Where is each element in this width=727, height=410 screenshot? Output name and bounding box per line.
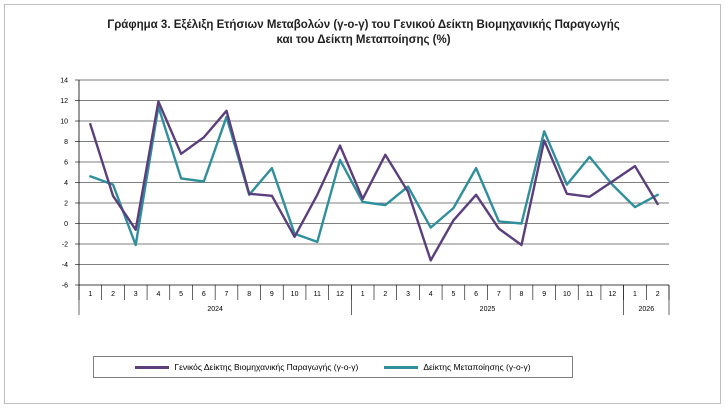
y-tick-label: 14 (60, 78, 68, 85)
y-tick-label: 4 (64, 180, 68, 187)
x-tick-label: 5 (179, 291, 183, 298)
series-line-0 (89, 100, 659, 262)
chart-title-line1: Γράφημα 3. Εξέλιξη Ετήσιων Μεταβολών (γ-… (107, 19, 620, 31)
x-tick-label: 2 (383, 291, 387, 298)
y-tick-label: 6 (64, 160, 68, 167)
year-label: 2024 (207, 306, 223, 313)
x-tick-label: 8 (247, 291, 251, 298)
series-line-1 (89, 105, 659, 247)
legend-label-manufacturing-index: Δείκτης Μεταποίησης (γ-ο-γ) (423, 362, 531, 372)
x-tick-label: 12 (608, 291, 616, 298)
y-tick-label: 12 (60, 98, 68, 105)
chart-title: Γράφημα 3. Εξέλιξη Ετήσιων Μεταβολών (γ-… (0, 18, 727, 48)
chart-title-line2: και του Δείκτη Μεταποίησης (%) (276, 34, 451, 46)
y-tick-label: -4 (62, 262, 68, 269)
year-label: 2026 (639, 306, 655, 313)
y-tick-label: 2 (64, 201, 68, 208)
x-tick-label: 8 (520, 291, 524, 298)
y-tick-label: 10 (60, 119, 68, 126)
x-tick-label: 4 (156, 291, 160, 298)
year-label: 2025 (480, 306, 496, 313)
x-tick-label: 4 (429, 291, 433, 298)
x-tick-label: 3 (134, 291, 138, 298)
x-tick-label: 1 (361, 291, 365, 298)
x-tick-label: 11 (586, 291, 593, 298)
legend-item-general-index: Γενικός Δείκτης Βιομηχανικής Παραγωγής (… (135, 362, 358, 372)
x-tick-label: 6 (474, 291, 478, 298)
y-tick-label: 0 (64, 221, 68, 228)
x-tick-label: 1 (88, 291, 92, 298)
x-tick-label: 12 (336, 291, 344, 298)
x-tick-label: 9 (542, 291, 546, 298)
legend-swatch-manufacturing-index (384, 365, 419, 369)
x-tick-label: 2 (656, 291, 660, 298)
x-tick-label: 2 (111, 291, 115, 298)
x-tick-label: 7 (225, 291, 229, 298)
legend-label-general-index: Γενικός Δείκτης Βιομηχανικής Παραγωγής (… (174, 362, 359, 372)
y-tick-label: -6 (62, 283, 68, 290)
x-tick-label: 1 (633, 291, 637, 298)
x-tick-label: 7 (497, 291, 501, 298)
y-tick-label: -2 (62, 242, 68, 249)
x-tick-label: 10 (563, 291, 571, 298)
y-tick-label: 8 (64, 139, 68, 146)
chart-frame (4, 4, 721, 404)
legend-swatch-general-index (135, 365, 170, 369)
x-tick-label: 9 (270, 291, 274, 298)
x-tick-label: 5 (451, 291, 455, 298)
chart-legend: Γενικός Δείκτης Βιομηχανικής Παραγωγής (… (93, 356, 573, 378)
legend-item-manufacturing-index: Δείκτης Μεταποίησης (γ-ο-γ) (384, 362, 531, 372)
x-tick-label: 6 (202, 291, 206, 298)
x-tick-label: 3 (406, 291, 410, 298)
x-tick-label: 10 (291, 291, 299, 298)
x-tick-label: 11 (314, 291, 321, 298)
